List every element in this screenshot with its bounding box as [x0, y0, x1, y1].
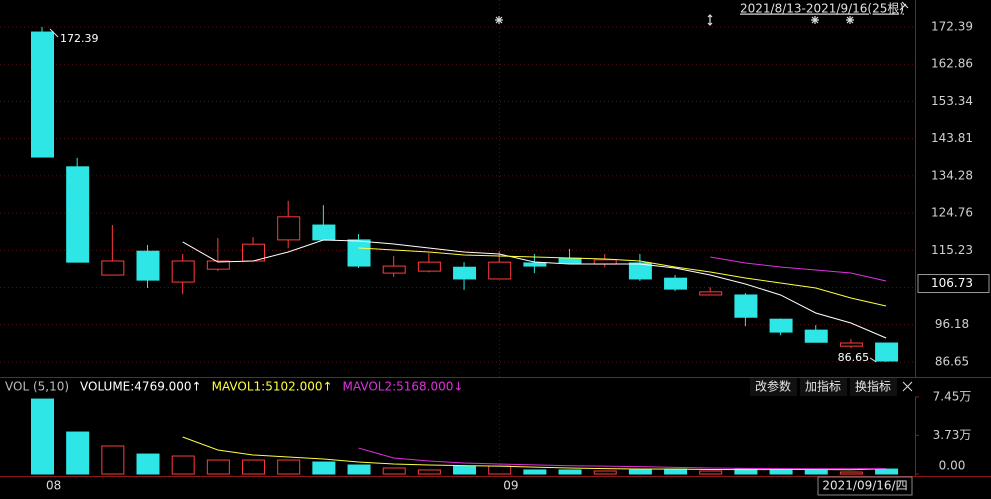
button[interactable]	[750, 378, 797, 396]
volume-tick-label: 7.45万	[933, 389, 972, 403]
y-tick-label: 96.18	[935, 317, 969, 331]
candle-body	[769, 318, 793, 333]
event-marker	[495, 16, 503, 24]
event-marker	[846, 16, 854, 24]
y-tick-label: 86.65	[935, 354, 969, 368]
volume-bar	[628, 469, 652, 475]
button-label[interactable]: 换指标	[855, 379, 891, 394]
ma-line	[182, 239, 887, 339]
y-tick-label: 143.81	[931, 131, 973, 145]
candle-body	[664, 277, 688, 290]
last-price: 106.73	[931, 276, 973, 290]
button[interactable]	[800, 378, 847, 396]
ma-line	[710, 256, 887, 282]
y-tick-label: 115.23	[931, 243, 973, 257]
candle-body	[804, 329, 828, 343]
event-markers	[495, 1, 909, 26]
candle-body	[734, 294, 758, 318]
x-tick-label: 08	[46, 479, 61, 493]
volume-tick-label: 3.73万	[933, 428, 972, 442]
y-tick-label: 134.28	[931, 168, 973, 182]
volume-bar	[664, 468, 688, 475]
candle-body	[839, 342, 863, 347]
y-tick-label: 124.76	[931, 206, 973, 220]
volume-bar	[453, 465, 477, 475]
volume-bar	[31, 398, 54, 475]
candle-body	[347, 239, 371, 267]
volume-legend: MAVOL2:5168.000↓	[343, 380, 464, 394]
volume-bar	[699, 470, 723, 475]
volume-bar	[347, 464, 371, 475]
candle-body	[523, 262, 547, 267]
volume-legend: VOLUME:4769.000↑	[80, 380, 202, 394]
candle-body	[593, 259, 617, 265]
min-label: 86.65	[838, 351, 870, 364]
candle-body	[312, 224, 336, 241]
candle-body	[628, 262, 652, 280]
candle-body	[488, 261, 512, 280]
volume-bar	[66, 431, 90, 475]
event-marker	[811, 16, 819, 24]
volume-bar	[523, 469, 547, 475]
volume-tick-label: 0.00	[939, 459, 966, 473]
volume-ma-line	[358, 447, 887, 470]
volume-bar	[839, 471, 863, 475]
volume-header	[0, 378, 991, 397]
volume-bar	[417, 469, 441, 475]
range-label: 2021/8/13-2021/9/16(25根)	[740, 2, 904, 16]
volume-ma-line	[182, 436, 887, 471]
candle-body	[453, 266, 477, 280]
candle-body	[171, 260, 195, 283]
max-label: 172.39	[60, 32, 99, 45]
volume-bar	[136, 453, 160, 475]
date-label: 2021/09/16/四	[822, 479, 907, 493]
event-marker	[707, 14, 713, 26]
volume-bar	[242, 459, 266, 475]
x-tick-label: 09	[503, 479, 518, 493]
candle-body	[206, 260, 230, 270]
volume-bar	[488, 465, 512, 475]
volume-bar	[593, 470, 617, 475]
candle-body	[699, 291, 723, 296]
button-label[interactable]: 加指标	[805, 379, 841, 394]
volume-bar	[206, 459, 230, 475]
min-pointer	[869, 357, 877, 363]
candle-body	[31, 31, 54, 158]
last-price-box	[917, 274, 990, 294]
pin-icon	[899, 1, 909, 11]
candle-body	[417, 261, 441, 272]
volume-bar	[312, 461, 336, 475]
volume-bar	[101, 445, 125, 475]
y-tick-label: 172.39	[931, 19, 973, 33]
candle-body	[558, 257, 582, 264]
button[interactable]	[850, 378, 897, 396]
volume-bar	[734, 468, 758, 475]
max-pointer	[49, 28, 59, 38]
candle-body	[382, 265, 406, 274]
volume-legend: MAVOL1:5102.000↑	[212, 380, 333, 394]
y-tick-label: 153.34	[931, 94, 973, 108]
date-box	[817, 476, 913, 496]
volume-bar	[804, 469, 828, 475]
button-label[interactable]: 改参数	[755, 379, 791, 394]
volume-bar	[171, 455, 195, 475]
volume-bar	[558, 469, 582, 475]
volume-bar	[875, 468, 899, 475]
y-tick-label: 162.86	[931, 57, 973, 71]
volume-title: VOL (5,10)	[5, 380, 69, 394]
candle-body	[136, 250, 160, 281]
candle-body	[101, 260, 125, 276]
volume-bar	[382, 467, 406, 475]
close-button[interactable]	[902, 381, 913, 392]
candle-body	[66, 166, 90, 263]
ma-line	[358, 247, 887, 307]
candle-body	[875, 342, 899, 362]
candle-body	[277, 216, 301, 241]
volume-bar	[277, 459, 301, 475]
